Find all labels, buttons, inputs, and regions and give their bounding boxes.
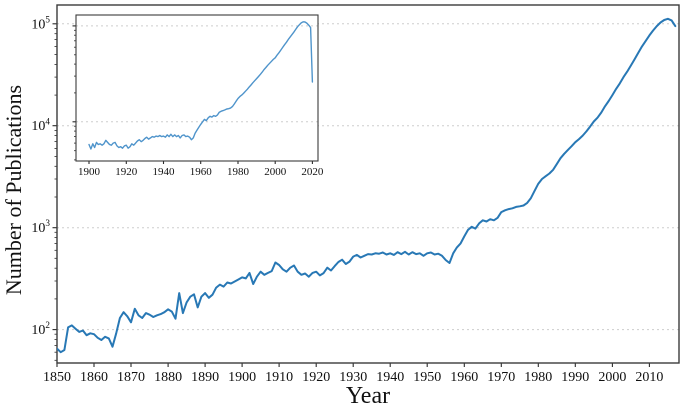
x-tick-label: 1930 [339, 370, 367, 385]
x-tick-label: 1850 [43, 370, 71, 385]
x-tick-label: 1860 [80, 370, 108, 385]
x-tick-label: 2010 [635, 370, 663, 385]
x-tick-label: 1880 [154, 370, 182, 385]
y-tick-label: 102 [31, 320, 50, 338]
x-tick-label: 1900 [78, 166, 101, 178]
x-tick-label: 1900 [228, 370, 256, 385]
x-tick-label: 1870 [117, 370, 145, 385]
x-tick-label: 1920 [115, 166, 138, 178]
x-tick-label: 1960 [190, 166, 213, 178]
x-tick-label: 1940 [376, 370, 404, 385]
main-data-line [57, 17, 677, 354]
x-tick-label: 1940 [153, 166, 176, 178]
x-tick-label: 1920 [302, 370, 330, 385]
x-axis-title: Year [345, 383, 391, 409]
x-tick-label: 2000 [264, 166, 287, 178]
x-tick-label: 1960 [450, 370, 478, 385]
x-tick-label: 1890 [191, 370, 219, 385]
y-axis-title: Number of Publications [1, 84, 26, 296]
x-tick-label: 1980 [524, 370, 552, 385]
x-tick-label: 1980 [227, 166, 250, 178]
x-tick-label: 2000 [598, 370, 626, 385]
inset-data-line [88, 21, 314, 150]
x-tick-label: 1910 [265, 370, 293, 385]
y-tick-label: 105 [31, 14, 50, 32]
x-tick-label: 1970 [487, 370, 515, 385]
y-tick-label: 103 [31, 218, 50, 236]
y-tick-label: 104 [31, 116, 50, 134]
inset-axes: 1900 1920 1940 1960 1980 2000 2020 [72, 14, 324, 178]
x-tick-label: 1950 [413, 370, 441, 385]
x-tick-label: 2020 [301, 166, 324, 178]
x-tick-label: 1990 [561, 370, 589, 385]
